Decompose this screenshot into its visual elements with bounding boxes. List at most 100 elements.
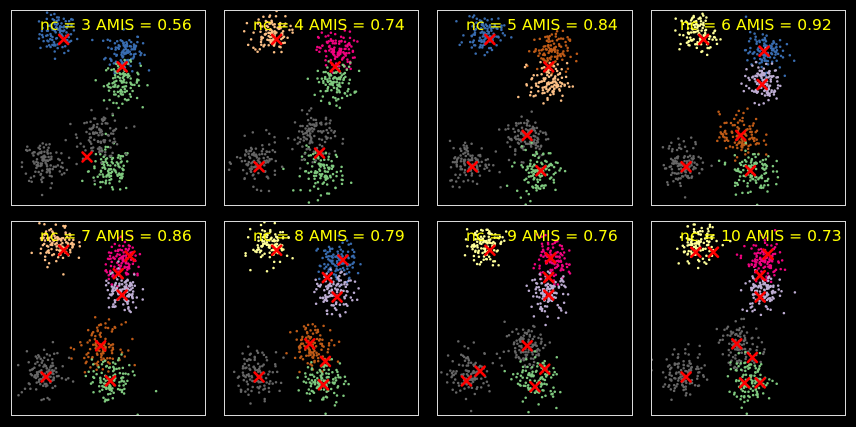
data-point xyxy=(537,403,540,406)
data-point xyxy=(324,285,328,288)
data-point xyxy=(469,361,473,364)
data-point xyxy=(541,53,545,56)
data-point xyxy=(520,160,523,164)
data-point xyxy=(766,93,769,97)
data-point xyxy=(747,87,751,90)
data-point xyxy=(117,263,121,267)
data-point xyxy=(45,29,49,32)
data-point xyxy=(67,49,70,52)
data-point xyxy=(343,40,347,43)
data-point xyxy=(263,33,267,36)
data-point xyxy=(43,255,47,258)
data-point xyxy=(519,360,522,363)
data-point xyxy=(93,316,97,319)
data-point xyxy=(117,257,121,261)
data-point xyxy=(517,129,520,133)
data-point xyxy=(40,238,43,242)
data-point xyxy=(535,141,538,145)
data-point xyxy=(488,241,492,245)
data-point xyxy=(529,162,532,166)
data-point xyxy=(49,37,52,41)
data-point xyxy=(320,138,324,141)
data-point xyxy=(118,284,121,287)
data-point xyxy=(256,50,259,54)
data-point xyxy=(754,155,757,159)
data-point xyxy=(542,295,545,298)
data-point xyxy=(265,159,269,162)
data-point xyxy=(251,131,255,134)
data-point xyxy=(340,165,343,169)
data-point xyxy=(323,267,326,270)
centroid-x-icon xyxy=(270,33,283,46)
data-point xyxy=(547,75,551,79)
data-point xyxy=(674,17,677,20)
data-point xyxy=(771,252,775,256)
data-point xyxy=(705,16,708,19)
data-point xyxy=(61,236,65,240)
axes-frame xyxy=(437,221,633,416)
data-point xyxy=(480,160,483,164)
data-point xyxy=(268,255,272,259)
data-point xyxy=(68,238,71,242)
data-point xyxy=(245,366,248,369)
data-point xyxy=(63,51,66,55)
data-point xyxy=(668,144,671,148)
data-point xyxy=(533,356,537,359)
data-point xyxy=(264,376,268,380)
data-point xyxy=(735,169,739,173)
data-point xyxy=(121,172,124,176)
data-point xyxy=(473,392,477,396)
data-point xyxy=(756,251,760,255)
data-point xyxy=(490,48,494,52)
data-point xyxy=(113,373,117,376)
data-point xyxy=(754,179,757,182)
data-point xyxy=(129,77,132,80)
data-point xyxy=(321,256,324,260)
data-point xyxy=(523,140,527,143)
data-point xyxy=(530,77,533,81)
data-point xyxy=(131,69,134,73)
data-point xyxy=(270,38,274,42)
data-point xyxy=(550,50,553,53)
data-point xyxy=(533,379,537,383)
data-point xyxy=(127,372,130,376)
data-point xyxy=(266,175,269,179)
data-point xyxy=(261,25,264,28)
data-point xyxy=(755,129,759,133)
data-point xyxy=(771,42,774,46)
data-point xyxy=(700,168,704,171)
data-point xyxy=(772,74,775,78)
data-point xyxy=(558,255,561,258)
data-point xyxy=(64,231,67,234)
data-point xyxy=(51,361,54,365)
data-point xyxy=(305,354,308,358)
data-point xyxy=(562,268,565,272)
data-point xyxy=(345,68,349,71)
data-point xyxy=(262,45,265,48)
data-point xyxy=(108,139,112,142)
data-point xyxy=(758,260,762,264)
data-point xyxy=(534,47,538,51)
data-point xyxy=(731,123,735,127)
data-point xyxy=(571,85,575,88)
data-point xyxy=(545,305,549,308)
data-point xyxy=(337,64,341,68)
data-point xyxy=(684,174,687,177)
data-point xyxy=(321,370,324,373)
data-point xyxy=(698,229,702,233)
data-point xyxy=(40,398,43,402)
data-point xyxy=(738,141,741,144)
data-point xyxy=(355,298,359,301)
data-point xyxy=(249,146,253,150)
data-point xyxy=(45,251,48,254)
data-point xyxy=(778,38,782,42)
data-point xyxy=(533,176,536,180)
data-point xyxy=(694,23,697,26)
data-point xyxy=(53,22,56,25)
data-point xyxy=(551,262,554,265)
data-point xyxy=(497,263,500,267)
data-point xyxy=(29,372,33,376)
data-point xyxy=(312,118,315,122)
data-point xyxy=(118,384,121,387)
data-point xyxy=(551,89,554,93)
